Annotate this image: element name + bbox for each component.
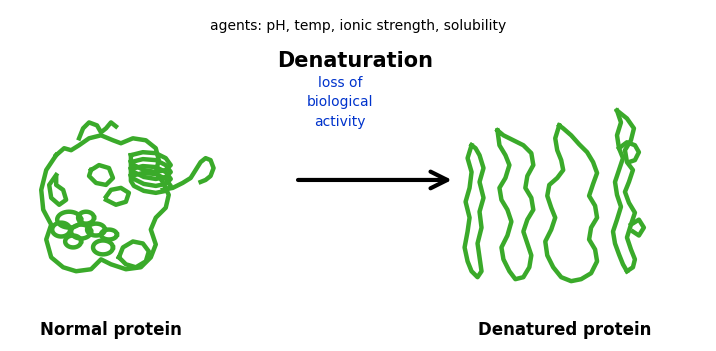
Text: loss of
biological
activity: loss of biological activity [307,76,373,129]
Text: Normal protein: Normal protein [40,321,182,339]
Text: Denaturation: Denaturation [277,51,433,71]
Text: agents: pH, temp, ionic strength, solubility: agents: pH, temp, ionic strength, solubi… [210,19,506,33]
Text: Denatured protein: Denatured protein [478,321,651,339]
